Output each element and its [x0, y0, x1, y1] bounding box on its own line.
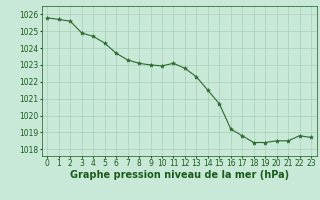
X-axis label: Graphe pression niveau de la mer (hPa): Graphe pression niveau de la mer (hPa): [70, 170, 289, 180]
